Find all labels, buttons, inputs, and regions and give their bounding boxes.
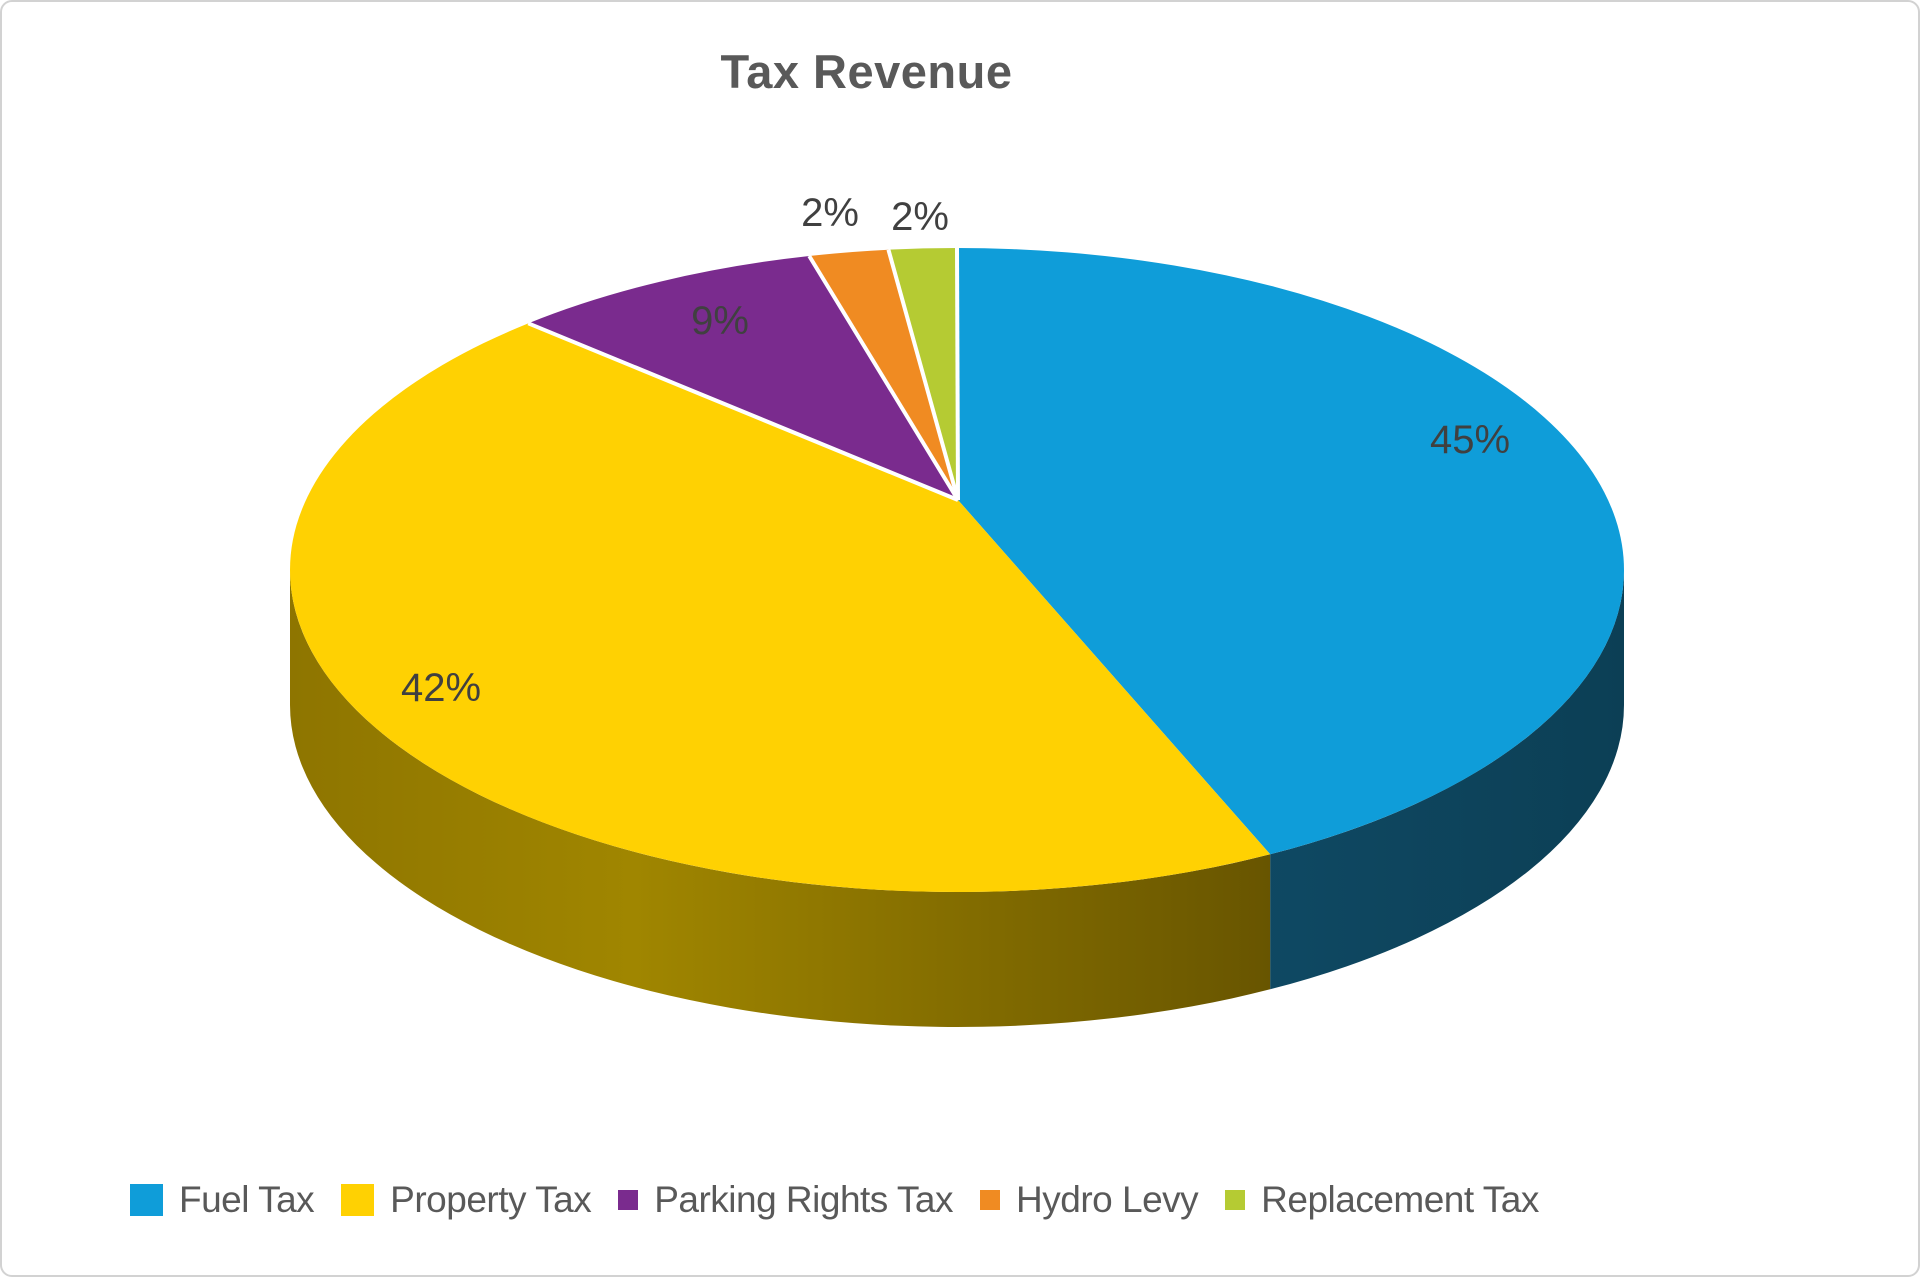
slice-separator [807, 254, 960, 502]
legend-swatch-fuel-tax [130, 1184, 163, 1216]
legend-label: Replacement Tax [1261, 1179, 1539, 1220]
chart-title: Tax Revenue [720, 45, 1013, 98]
legend-swatch-parking-rights-tax [618, 1190, 639, 1210]
legend-swatch-property-tax [341, 1184, 375, 1216]
legend-label: Property Tax [390, 1179, 592, 1220]
pie-slice-side-fuel-tax [1270, 570, 1624, 990]
chart-legend: Fuel Tax Property Tax Parking Rights Tax Hy… [130, 1176, 1539, 1224]
legend-label: Hydro Levy [1016, 1179, 1199, 1220]
legend-item-hydro-levy[interactable]: Hydro Levy [980, 1179, 1199, 1221]
data-label-property-tax: 42% [401, 666, 481, 710]
slice-separator [955, 247, 960, 501]
data-label-hydro-levy: 2% [801, 191, 859, 235]
legend-item-replacement-tax[interactable]: Replacement Tax [1225, 1179, 1539, 1221]
data-label-fuel-tax: 45% [1430, 418, 1510, 462]
pie-slice-property-tax[interactable] [289, 323, 1271, 893]
legend-item-fuel-tax[interactable]: Fuel Tax [130, 1179, 315, 1221]
pie-slice-side-property-tax [290, 570, 1271, 1027]
data-label-parking-rights-tax: 9% [691, 299, 749, 343]
data-label-replacement-tax: 2% [891, 195, 949, 239]
legend-swatch-replacement-tax [1225, 1190, 1246, 1210]
legend-item-property-tax[interactable]: Property Tax [341, 1179, 592, 1221]
legend-label: Fuel Tax [179, 1179, 315, 1220]
slice-separator [886, 249, 960, 501]
pie-slice-parking-rights-tax[interactable] [528, 256, 958, 500]
legend-item-parking-rights-tax[interactable]: Parking Rights Tax [618, 1179, 954, 1221]
legend-label: Parking Rights Tax [654, 1179, 954, 1220]
legend-swatch-hydro-levy [980, 1190, 1001, 1210]
pie-slice-fuel-tax[interactable] [957, 248, 1625, 855]
slice-separator [527, 321, 959, 502]
